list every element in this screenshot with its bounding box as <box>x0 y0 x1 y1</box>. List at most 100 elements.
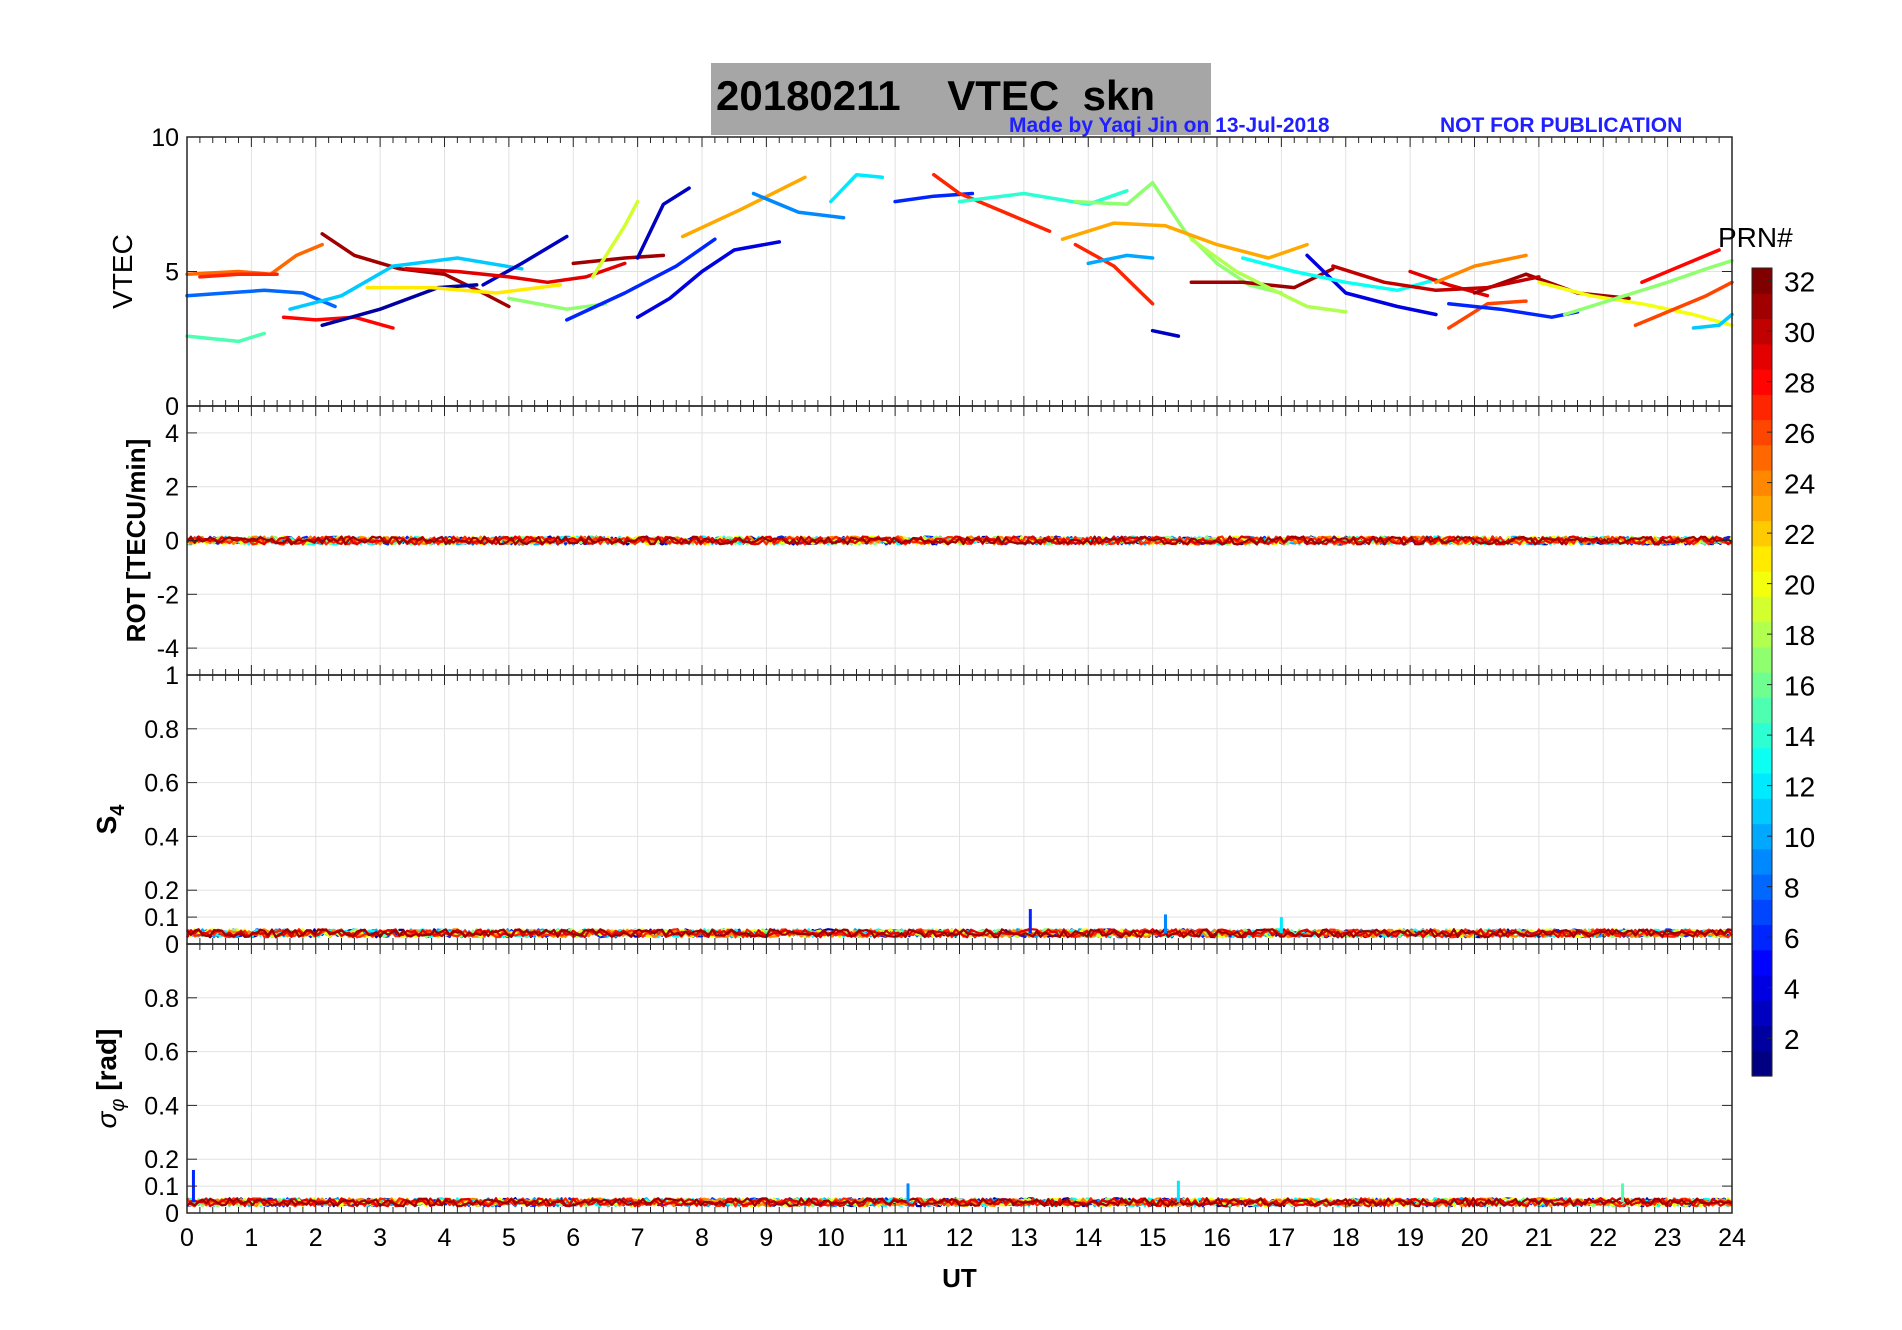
vtec-series-prn-4 <box>635 240 782 319</box>
y-tick-label: -2 <box>157 581 179 609</box>
vtec-series-prn-25 <box>185 242 324 276</box>
vtec-series-prn-23 <box>680 175 807 239</box>
vtec-series-prn-12 <box>829 172 885 204</box>
vtec-series-prn-15 <box>185 331 267 344</box>
vtec-series-prn-19 <box>590 199 640 279</box>
y-tick-label: 0.6 <box>144 770 179 798</box>
vtec-series-prn-27 <box>198 272 279 279</box>
ylabel-s4: S4 <box>91 804 129 835</box>
colorbar-cell <box>1752 394 1772 421</box>
axes-s4: 00.10.2 0.4 0.6 0.8 1 <box>144 662 1733 959</box>
vtec-series-prn-3 <box>635 186 691 260</box>
y-tick-label: 0 <box>165 931 179 959</box>
vtec-series-prn-17 <box>1562 258 1734 317</box>
x-tick-label: 21 <box>1525 1224 1553 1252</box>
x-tick-label: 20 <box>1461 1224 1489 1252</box>
x-tick-label: 6 <box>566 1224 580 1252</box>
colorbar-cell <box>1752 520 1772 547</box>
y-tick-label: 2 <box>165 474 179 502</box>
colorbar-cell <box>1752 470 1772 496</box>
colorbar-cell <box>1752 596 1772 623</box>
y-tick-label: -4 <box>157 635 179 663</box>
vtec-series-prn-6 <box>565 237 717 322</box>
colorbar-cell <box>1752 848 1772 875</box>
y-tick-label: 0.1 <box>144 1173 179 1201</box>
vtec-series-prn-9 <box>751 191 846 220</box>
vtec-series-prn-10 <box>1086 253 1155 266</box>
title-box <box>711 63 1211 135</box>
colorbar-cell <box>1752 874 1772 900</box>
colorbar-cell <box>1752 646 1772 673</box>
vtec-series-prn-28 <box>1640 248 1721 285</box>
x-tick-label: 11 <box>882 1224 908 1252</box>
colorbar-cell <box>1752 318 1772 345</box>
x-tick-label: 22 <box>1589 1224 1617 1252</box>
vtec-series-prn-21 <box>365 283 563 295</box>
colorbar-cell <box>1752 1000 1772 1027</box>
colorbar-cell <box>1752 495 1772 522</box>
y-tick-label: 0.1 <box>144 904 179 932</box>
x-tick-label: 8 <box>695 1224 709 1252</box>
colorbar-cell <box>1752 722 1772 749</box>
y-tick-label: 1 <box>165 662 179 690</box>
colorbar-cell <box>1752 773 1772 799</box>
x-tick-label: 19 <box>1396 1224 1424 1252</box>
rot-series-prn-31 <box>186 535 1733 546</box>
colorbar-cell <box>1752 899 1772 926</box>
colorbar-tick-label: 24 <box>1784 469 1815 500</box>
vtec-series-prn-26 <box>1447 299 1528 330</box>
vtec-series-prn-8 <box>185 288 337 309</box>
vtec-series-prn-31 <box>1189 267 1335 290</box>
vtec-series-prn-26 <box>1633 280 1734 328</box>
colorbar-cell <box>1752 444 1772 471</box>
ylabel-sigma-phi: σφ [rad] <box>91 1029 129 1129</box>
y-tick-label: 0.8 <box>144 985 179 1013</box>
colorbar-cell <box>1752 545 1772 572</box>
colorbar-tick-label: 28 <box>1784 368 1815 399</box>
y-tick-label: 0.4 <box>144 823 179 851</box>
ylabel-vtec: VTEC <box>107 234 138 309</box>
colorbar-cell <box>1752 571 1772 597</box>
vtec-series-prn-3 <box>481 234 569 287</box>
y-tick-label: 0.8 <box>144 716 179 744</box>
colorbar-cell <box>1752 419 1772 446</box>
x-tick-label: 2 <box>309 1224 323 1252</box>
vtec-series-prn-11 <box>288 256 524 311</box>
title-text: VTEC skn <box>947 72 1155 119</box>
vtec-series-prn-30 <box>1331 264 1541 293</box>
y-tick-label: 0.4 <box>144 1092 179 1120</box>
x-tick-label: 12 <box>946 1224 974 1252</box>
y-tick-label: 0.6 <box>144 1039 179 1067</box>
vtec-series-prn-27 <box>932 172 1052 233</box>
vtec-series-prn-3 <box>1150 328 1181 338</box>
colorbar-cell <box>1752 697 1772 724</box>
vtec-series-prn-14 <box>957 189 1129 207</box>
colorbar-cell <box>1752 747 1772 774</box>
x-tick-label: 3 <box>373 1224 387 1252</box>
colorbar-cell <box>1752 823 1772 850</box>
x-tick-label: 9 <box>759 1224 773 1252</box>
ylabel-rot: ROT [TECU/min] <box>121 439 151 643</box>
y-tick-label: 0 <box>165 393 179 421</box>
colorbar-cell <box>1752 975 1772 1001</box>
colorbar-tick-label: 18 <box>1784 620 1815 651</box>
x-tick-label: 7 <box>631 1224 645 1252</box>
x-tick-label: 10 <box>817 1224 845 1252</box>
vtec-series-group <box>185 172 1734 344</box>
vtec-series-prn-24 <box>1434 253 1528 285</box>
y-tick-label: 5 <box>165 259 179 287</box>
colorbar-cell <box>1752 924 1772 951</box>
colorbar-frame <box>1751 267 1773 1077</box>
colorbar-cell <box>1752 369 1772 395</box>
colorbar-tick-label: 8 <box>1784 873 1800 904</box>
colorbar-tick-label: 20 <box>1784 570 1815 601</box>
colorbar-cell <box>1752 1050 1772 1077</box>
vtec-series-prn-17 <box>507 296 608 311</box>
x-tick-label: 5 <box>502 1224 516 1252</box>
vtec-series-prn-28 <box>281 315 395 330</box>
vtec-series-prn-31 <box>571 253 666 266</box>
colorbar-tick-label: 2 <box>1784 1024 1800 1055</box>
y-tick-label: 0 <box>165 1200 179 1228</box>
colorbar-tick-label: 12 <box>1784 772 1815 803</box>
panel-sigma_phi <box>186 944 1733 1214</box>
